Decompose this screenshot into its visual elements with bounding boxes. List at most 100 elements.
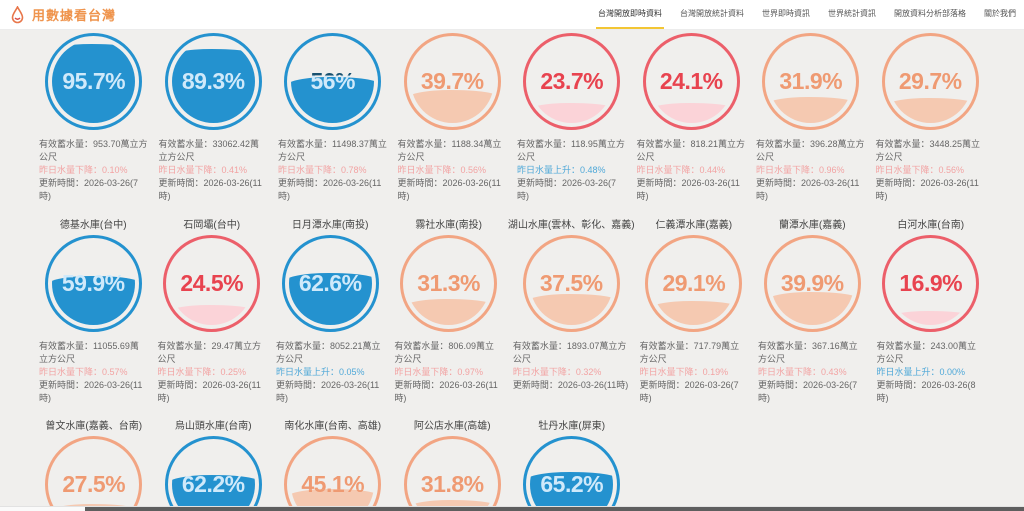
- gauge-percent-above-water: 59.9%: [45, 235, 142, 274]
- change-line: 昨日水量下降：0.25%: [157, 367, 246, 378]
- water-fill: [770, 292, 854, 326]
- gauge-fill-area: [649, 40, 733, 123]
- storage-line: 有效蓄水量：1893.07萬立方公尺: [512, 341, 627, 365]
- update-line: 更新時間：2026-03-26(7時): [517, 178, 617, 202]
- water-gauge: 56% 56%: [284, 33, 382, 130]
- reservoir-card: 白河水庫(台南) 16.9% 16.9% 有效蓄水量：243.00萬立方公尺 昨…: [872, 216, 990, 405]
- nav-item-6[interactable]: 關於我們: [984, 9, 1016, 18]
- gauge-ring: [642, 33, 740, 130]
- gauge-fill-area: [530, 40, 614, 123]
- reservoir-info: 有效蓄水量：953.70萬立方公尺 昨日水量下降：0.10% 更新時間：2026…: [34, 138, 154, 203]
- reservoir-name: 曾文水庫(嘉義、台南): [45, 421, 143, 433]
- brand[interactable]: 用數據看台灣: [10, 0, 116, 29]
- reservoir-name: 阿公店水庫(高雄): [413, 421, 491, 433]
- water-fill: [649, 103, 733, 123]
- gauge-fill-area: [51, 242, 135, 326]
- reservoir-card: 曾文水庫(嘉義、台南) 27.5% 27.5%: [34, 417, 154, 511]
- water-gauge: 27.5% 27.5%: [45, 436, 143, 511]
- water-fill: [170, 304, 254, 326]
- reservoir-card: 南化水庫(台南、高雄) 45.1% 45.1%: [273, 417, 393, 511]
- reservoir-name: 白河水庫(台南): [897, 220, 965, 232]
- gauge-fill-area: [652, 242, 736, 326]
- reservoir-info: 有效蓄水量：396.28萬立方公尺 昨日水量下降：0.96% 更新時間：2026…: [751, 138, 871, 203]
- change-line: 昨日水量下降：0.32%: [512, 367, 602, 378]
- water-fill: [530, 103, 614, 123]
- change-line: 昨日水量上升：0.05%: [275, 367, 365, 378]
- change-line: 昨日水量下降：0.44%: [636, 165, 726, 176]
- reservoir-info: 有效蓄水量：806.09萬立方公尺 昨日水量下降：0.97% 更新時間：2026…: [389, 340, 507, 405]
- storage-line: 有效蓄水量：11498.37萬立方公尺: [278, 139, 387, 163]
- reservoir-name: 牡丹水庫(屏東): [538, 421, 606, 433]
- update-line: 更新時間：2026-03-26(11時): [275, 380, 380, 404]
- water-gauge: 37.5% 37.5%: [522, 235, 620, 333]
- reservoir-card: 仁義潭水庫(嘉義) 29.1% 29.1% 有效蓄水量：717.79萬立方公尺 …: [635, 216, 753, 405]
- reservoir-card: 石岡壩(台中) 24.5% 24.5% 有效蓄水量：29.47萬立方公尺 昨日水…: [152, 216, 270, 405]
- reservoir-name: 蘭潭水庫(嘉義): [778, 220, 846, 232]
- gauge-percent-above-water: 16.9%: [899, 270, 963, 297]
- nav-item-2[interactable]: 台灣開放統計資料: [680, 9, 744, 18]
- nav-item-5[interactable]: 開放資料分析部落格: [894, 9, 966, 18]
- gauge-percent-below-water: 56%: [310, 68, 356, 94]
- reservoir-row-3: 曾文水庫(嘉義、台南) 27.5% 27.5% 烏山頭水庫(台南) 62.2% …: [34, 417, 990, 511]
- reservoir-dashboard: 95.7% 95.7% 有效蓄水量：953.70萬立方公尺 昨日水量下降：0.1…: [0, 33, 1024, 511]
- reservoir-card: 31.9% 31.9% 有效蓄水量：396.28萬立方公尺 昨日水量下降：0.9…: [751, 33, 871, 203]
- water-fill: [889, 311, 973, 326]
- water-fill: [171, 474, 255, 511]
- update-line: 更新時間：2026-03-26(8時): [876, 380, 976, 404]
- main-nav: 台灣開放即時資料 台灣開放統計資料 世界即時資訊 世界統計資訊 開放資料分析部落格 關於我…: [596, 0, 1018, 29]
- storage-line: 有效蓄水量：29.47萬立方公尺: [157, 341, 261, 365]
- change-line: 昨日水量上升：0.48%: [517, 165, 606, 176]
- horizontal-scrollbar: [0, 506, 1024, 511]
- gauge-percent-below-water: 45.1%: [301, 471, 365, 498]
- gauge-ring: [523, 436, 621, 511]
- gauge-percent-above-water: 31.9%: [779, 68, 843, 94]
- reservoir-name: 仁義潭水庫(嘉義): [655, 220, 733, 232]
- reservoir-name: 日月潭水庫(南投): [291, 220, 369, 232]
- reservoir-card: 德基水庫(台中) 59.9% 59.9% 有效蓄水量：11055.69萬立方公尺…: [34, 216, 152, 405]
- change-line: 昨日水量下降：0.41%: [158, 165, 248, 176]
- water-gauge: 31.3% 31.3%: [400, 235, 498, 333]
- reservoir-card: 牡丹水庫(屏東) 65.2% 65.2%: [512, 417, 632, 511]
- reservoir-card: 湖山水庫(雲林、彰化、嘉義) 37.5% 37.5% 有效蓄水量：1893.07…: [508, 216, 635, 405]
- water-gauge: 31.8% 31.8%: [403, 436, 501, 511]
- reservoir-info: 有效蓄水量：29.47萬立方公尺 昨日水量下降：0.25% 更新時間：2026-…: [152, 340, 270, 405]
- gauge-ring: [44, 235, 142, 333]
- gauge-percent-above-water: 39.9%: [780, 270, 844, 297]
- water-fill: [888, 98, 972, 123]
- storage-line: 有效蓄水量：367.16萬立方公尺: [758, 341, 858, 365]
- nav-item-4[interactable]: 世界統計資訊: [828, 9, 876, 18]
- gauge-percent-below-water: 89.3%: [181, 68, 245, 94]
- gauge-fill-area: [410, 443, 494, 511]
- gauge-percent-above-water: 23.7%: [540, 68, 604, 94]
- gauge-fill-area: [530, 443, 614, 511]
- gauge-ring: [284, 33, 382, 130]
- gauge-ring: [284, 436, 382, 511]
- gauge-percent-above-water: 62.6%: [282, 235, 379, 271]
- gauge-ring: [522, 235, 620, 333]
- nav-item-3[interactable]: 世界即時資訊: [762, 9, 810, 18]
- scrollbar-thumb[interactable]: [85, 507, 1024, 511]
- gauge-percent-below-water: 59.9%: [61, 270, 125, 297]
- water-fill: [529, 294, 613, 326]
- water-fill: [530, 472, 614, 511]
- water-gauge: 24.5% 24.5%: [163, 235, 261, 333]
- reservoir-info: 有效蓄水量：11498.37萬立方公尺 昨日水量下降：0.78% 更新時間：20…: [273, 138, 393, 203]
- change-line: 昨日水量下降：0.78%: [278, 165, 367, 176]
- gauge-percent-above-water: 45.1%: [301, 471, 365, 498]
- gauge-ring: [400, 235, 498, 333]
- storage-line: 有效蓄水量：1188.34萬立方公尺: [397, 139, 502, 163]
- gauge-fill-area: [529, 242, 613, 326]
- water-gauge: 29.7% 29.7%: [881, 33, 979, 130]
- reservoir-info: 有效蓄水量：33062.42萬立方公尺 昨日水量下降：0.41% 更新時間：20…: [154, 138, 274, 203]
- water-gauge: 59.9% 59.9%: [44, 235, 142, 333]
- reservoir-name: 霧社水庫(南投): [415, 220, 482, 232]
- change-line: 昨日水量下降：0.97%: [394, 367, 483, 378]
- reservoir-info: 有效蓄水量：11055.69萬立方公尺 昨日水量下降：0.57% 更新時間：20…: [34, 340, 152, 405]
- gauge-percent-above-water: 24.1%: [659, 68, 723, 94]
- reservoir-info: 有效蓄水量：243.00萬立方公尺 昨日水量上升：0.00% 更新時間：2026…: [872, 340, 990, 405]
- nav-item-1[interactable]: 台灣開放即時資料: [596, 0, 664, 29]
- gauge-fill-area: [288, 242, 372, 326]
- water-fill: [410, 90, 494, 123]
- gauge-fill-area: [171, 443, 255, 511]
- change-line: 昨日水量下降：0.56%: [397, 165, 487, 176]
